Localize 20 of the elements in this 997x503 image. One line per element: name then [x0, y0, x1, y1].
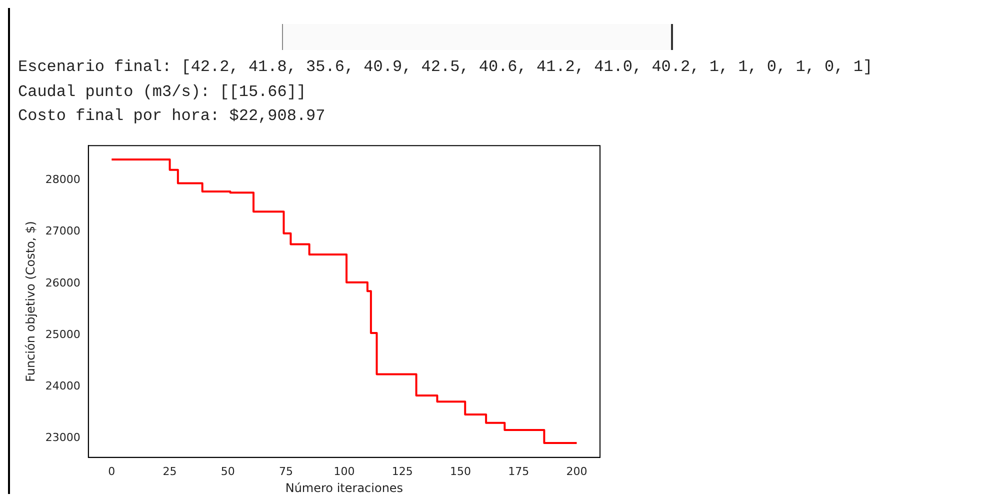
- y-tick-label: 24000: [45, 380, 80, 393]
- x-tick-label: 50: [220, 464, 235, 478]
- x-tick-label: 125: [392, 464, 413, 478]
- x-tick-label: 25: [162, 464, 177, 478]
- x-tick-label: 0: [108, 464, 116, 478]
- x-tick-label: 100: [334, 464, 355, 478]
- text: Escenario final: [42.2, 41.8, 35.6, 40.9, 42.5, 40.6, 41.2, 41.0, 40.2, 1, 1, 0, 1, 0, 1]: [18, 57, 873, 78]
- x-axis-title: Número iteraciones: [285, 480, 404, 495]
- y-axis-title: Función objetivo (Costo, $): [23, 221, 38, 382]
- y-tick-label: 28000: [45, 173, 80, 186]
- y-tick-label: 27000: [45, 224, 80, 238]
- y-tick-label: 23000: [45, 431, 80, 444]
- text: Caudal punto (m3/s): [[15.66]]: [18, 82, 308, 102]
- x-tick-label: 75: [279, 464, 294, 478]
- y-tick-label: 25000: [45, 328, 80, 341]
- x-tick-label: 150: [450, 464, 471, 478]
- x-tick-label: 175: [508, 464, 530, 478]
- x-tick-label: 200: [566, 464, 588, 478]
- y-tick-label: 26000: [45, 276, 80, 290]
- text: Costo final por hora: $22,908.97: [18, 106, 326, 127]
